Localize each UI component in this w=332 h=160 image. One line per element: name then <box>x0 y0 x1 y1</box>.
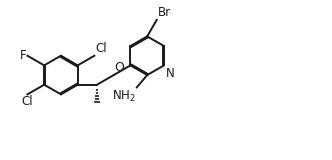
Text: O: O <box>115 61 124 74</box>
Text: F: F <box>20 49 27 62</box>
Text: Br: Br <box>157 6 171 19</box>
Text: Cl: Cl <box>22 95 33 108</box>
Text: N: N <box>165 67 174 80</box>
Text: Cl: Cl <box>95 42 107 55</box>
Text: NH$_2$: NH$_2$ <box>112 89 135 104</box>
